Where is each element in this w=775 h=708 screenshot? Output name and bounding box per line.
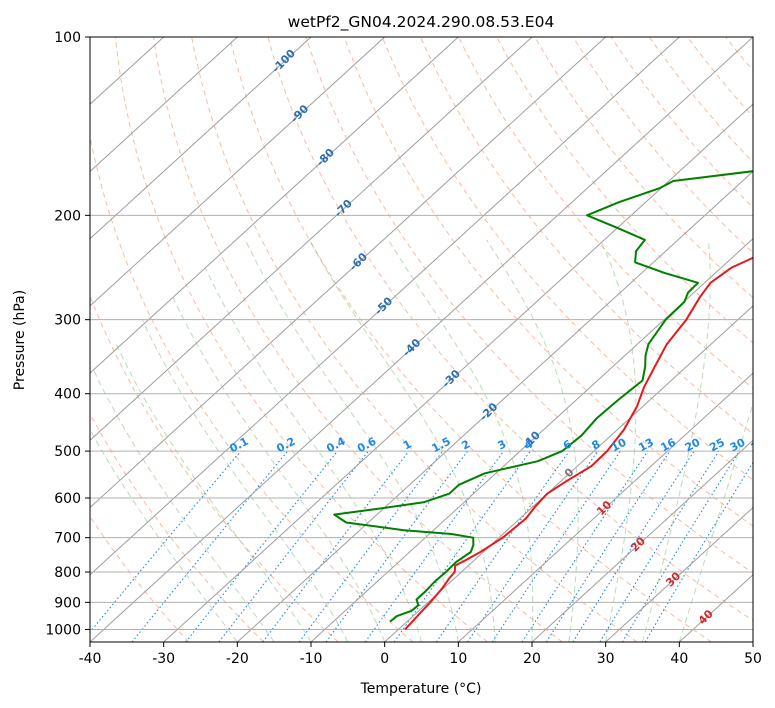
x-tick-label: -30	[152, 651, 175, 667]
isotherm-line	[90, 37, 386, 307]
mixing-ratio-line	[621, 450, 740, 642]
y-tick-label: 400	[54, 387, 81, 403]
dry-adiabat	[305, 37, 753, 574]
y-tick-label: 200	[54, 208, 81, 224]
y-tick-label: 800	[54, 565, 81, 581]
isotherm-line	[310, 237, 753, 642]
x-tick-label: -40	[79, 651, 102, 667]
mixing-ratio-line	[521, 450, 649, 642]
dry-adiabat	[90, 412, 264, 642]
x-tick-label: 40	[670, 651, 688, 667]
x-axis-label: Temperature (°C)	[360, 681, 482, 697]
mixing-ratio-line	[572, 450, 695, 642]
x-tick-label: 10	[449, 651, 467, 667]
mixing-ratio-line	[491, 450, 621, 642]
x-tick-label: -10	[300, 651, 323, 667]
mixing-ratio-label: 20	[683, 436, 703, 455]
dry-adiabat	[153, 37, 563, 642]
mixing-ratio-label: 36	[749, 436, 769, 455]
y-tick-label: 500	[54, 444, 81, 460]
y-axis: 1000 900 800 700 600 500 400 300 200 100	[45, 30, 90, 638]
mixing-ratio-label: 30	[728, 436, 748, 455]
mixing-ratio-line	[90, 450, 242, 633]
isotherm-line	[752, 641, 753, 642]
mixing-ratio-line	[298, 450, 444, 642]
dry-adiabat	[496, 37, 753, 344]
y-tick-label: 1000	[45, 622, 81, 638]
y-tick-label: 600	[54, 491, 81, 507]
isotherm-line	[531, 439, 753, 642]
dry-adiabat	[343, 37, 753, 527]
moist-adiabat	[91, 366, 275, 642]
y-tick-label: 700	[54, 531, 81, 547]
isotherm-line	[90, 37, 459, 374]
moist-adiabat	[678, 401, 753, 642]
x-tick-label: 0	[380, 651, 389, 667]
mixing-ratio-line	[262, 450, 410, 642]
y-axis-label: Pressure (hPa)	[12, 290, 28, 390]
mixing-ratio-line	[467, 450, 599, 642]
x-tick-label: 30	[597, 651, 615, 667]
moist-adiabat	[244, 239, 459, 642]
mixing-ratio-label: 10	[609, 436, 629, 455]
mixing-ratio-line	[131, 450, 289, 642]
isotherm-line	[384, 305, 753, 642]
moist-adiabat	[599, 239, 637, 642]
mixing-ratio-label: 25	[707, 436, 727, 455]
mixing-ratio-line	[364, 450, 505, 642]
isotherm-line	[90, 37, 607, 509]
isotherm-line	[90, 37, 238, 173]
y-tick-label: 300	[54, 313, 81, 329]
mixing-ratio-label: 13	[636, 436, 656, 455]
isotherm-line	[236, 170, 753, 642]
plot-frame	[89, 36, 754, 643]
isotherm-line	[90, 37, 680, 576]
isotherm-line	[90, 37, 312, 240]
moist-adiabat	[204, 267, 422, 642]
x-tick-label: 20	[523, 651, 541, 667]
temperature-line	[404, 256, 753, 631]
isotherm-line	[605, 506, 753, 642]
profile-lines	[333, 170, 753, 631]
x-axis: -40 -30 -20 -10 0 10 20 30 40 50	[79, 642, 762, 667]
mixing-ratio-line	[185, 450, 339, 642]
y-tick-label: 100	[54, 30, 81, 46]
moist-adiabat	[172, 297, 386, 642]
dry-adiabat	[90, 515, 190, 642]
moist-adiabat	[141, 319, 349, 642]
dry-adiabat	[764, 37, 775, 642]
dewpoint-line	[333, 170, 753, 623]
dry-adiabat	[191, 37, 638, 642]
moist-adiabat	[308, 239, 496, 642]
moist-adiabat	[90, 428, 238, 642]
isotherm-line	[90, 37, 533, 442]
isotherm-line	[163, 103, 753, 642]
mixing-ratio-label: 16	[658, 436, 678, 455]
mixing-ratio-line	[545, 450, 671, 642]
isotherm-line	[457, 372, 753, 642]
mixing-ratio-line	[325, 450, 468, 642]
moist-adiabat	[642, 239, 711, 642]
isotherm-line	[90, 37, 753, 642]
background-lines	[90, 37, 775, 642]
chart-title: wetPf2_GN04.2024.290.08.53.E04	[288, 13, 555, 32]
y-tick-label: 900	[54, 595, 81, 611]
x-tick-label: -20	[226, 651, 249, 667]
dry-adiabat	[267, 37, 753, 622]
dry-adiabat	[458, 37, 753, 389]
dry-adiabat	[114, 37, 488, 642]
x-tick-label: 50	[744, 651, 762, 667]
mixing-ratio-line	[435, 450, 570, 642]
dry-adiabat	[90, 294, 339, 642]
moist-adiabat	[115, 343, 312, 642]
